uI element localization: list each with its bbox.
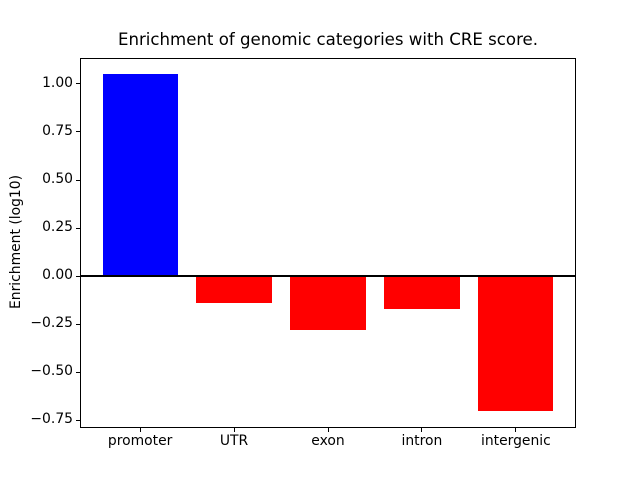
bar-intron bbox=[384, 276, 460, 309]
y-tick-label: 0.75 bbox=[42, 123, 73, 140]
y-axis-label: Enrichment (log10) bbox=[8, 174, 25, 310]
y-tick-mark bbox=[76, 227, 80, 229]
y-tick-mark bbox=[76, 131, 80, 133]
x-tick-label-intron: intron bbox=[401, 432, 443, 449]
x-tick-mark bbox=[327, 427, 329, 432]
y-tick-label: 0.00 bbox=[42, 267, 73, 284]
x-tick-mark bbox=[515, 427, 517, 432]
x-tick-mark bbox=[233, 427, 235, 432]
y-tick-mark bbox=[76, 419, 80, 421]
y-tick-mark bbox=[76, 83, 80, 85]
y-tick-label: −0.25 bbox=[30, 315, 73, 332]
y-tick-mark bbox=[76, 323, 80, 325]
bar-intergenic bbox=[478, 276, 554, 411]
x-tick-label-UTR: UTR bbox=[219, 432, 249, 449]
y-tick-label: −0.50 bbox=[30, 363, 73, 380]
y-tick-label: 0.25 bbox=[42, 219, 73, 236]
y-tick-mark bbox=[76, 179, 80, 181]
bar-promoter bbox=[102, 74, 178, 277]
y-tick-mark bbox=[76, 371, 80, 373]
bar-exon bbox=[290, 276, 366, 330]
y-tick-mark bbox=[76, 275, 80, 277]
chart-title: Enrichment of genomic categories with CR… bbox=[117, 30, 539, 49]
y-tick-label: −0.75 bbox=[30, 411, 73, 428]
bar-UTR bbox=[196, 276, 272, 304]
zero-line bbox=[80, 274, 576, 278]
x-tick-label-exon: exon bbox=[311, 432, 345, 449]
y-tick-label: 1.00 bbox=[42, 74, 73, 91]
x-tick-mark bbox=[139, 427, 141, 432]
x-tick-mark bbox=[421, 427, 423, 432]
x-tick-label-intergenic: intergenic bbox=[480, 432, 551, 449]
y-tick-label: 0.50 bbox=[42, 171, 73, 188]
x-tick-label-promoter: promoter bbox=[107, 432, 173, 449]
